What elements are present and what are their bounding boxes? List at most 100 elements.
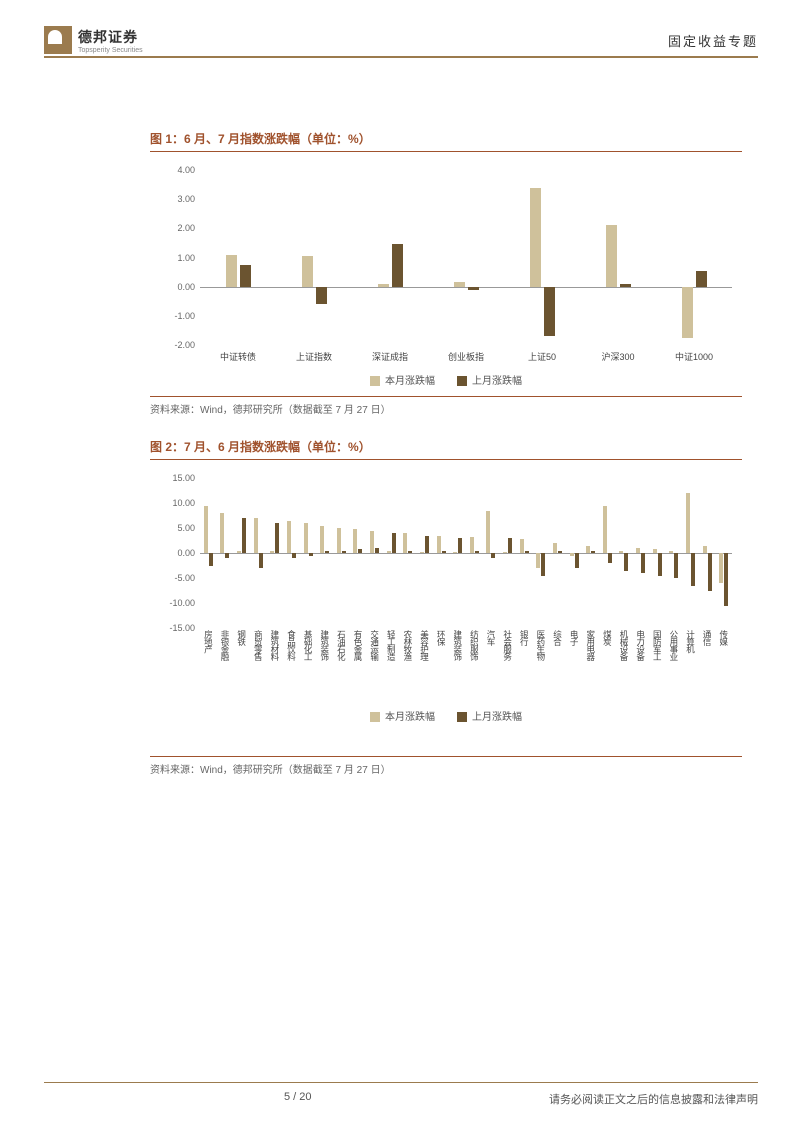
bar [541, 553, 545, 576]
figure-2: 图 2：7 月、6 月指数涨跌幅（单位：%） -15.00 -10.00 -5.00… [150, 438, 742, 776]
bar [225, 553, 229, 558]
bar [242, 518, 246, 553]
xlabel: 商贸零售 [250, 630, 267, 700]
bar [309, 553, 313, 556]
legend-item-2: 上月涨跌幅 [457, 708, 522, 723]
xlabel: 上证指数 [276, 350, 352, 363]
bar [226, 255, 237, 287]
bar [316, 287, 327, 305]
content: 图 1：6 月、7 月指数涨跌幅（单位：%） -2.00 -1.00 0.00 1.0… [150, 130, 742, 776]
bar [337, 528, 341, 553]
xlabel: 公用事业 [666, 630, 683, 700]
ytick-label: 2.00 [155, 223, 195, 233]
xlabel: 上证50 [504, 350, 580, 363]
ytick-label: -2.00 [155, 340, 195, 350]
bar [204, 506, 208, 554]
bar [682, 287, 693, 338]
bar [719, 553, 723, 583]
spacer [150, 416, 742, 438]
chart-2-legend: 本月涨跌幅 上月涨跌幅 [150, 708, 742, 723]
xlabel: 中证1000 [656, 350, 732, 363]
legend-label: 上月涨跌幅 [472, 376, 522, 387]
bar [703, 546, 707, 554]
bar [325, 551, 329, 554]
ytick-label: 0.00 [155, 282, 195, 292]
bar [292, 553, 296, 558]
xlabel: 石油石化 [333, 630, 350, 700]
bar [378, 284, 389, 287]
disclaimer: 请务必阅读正文之后的信息披露和法律声明 [549, 1091, 758, 1107]
bar [370, 531, 374, 554]
bar [468, 287, 479, 290]
legend-label: 上月涨跌幅 [472, 712, 522, 723]
baseline [200, 287, 732, 288]
bar [353, 529, 357, 553]
xlabel: 国防军工 [649, 630, 666, 700]
bar [304, 523, 308, 553]
bar [619, 551, 623, 554]
bar [691, 553, 695, 586]
page-footer: 5 / 20 请务必阅读正文之后的信息披露和法律声明 [44, 1082, 758, 1107]
bar [620, 284, 631, 287]
baseline [200, 553, 732, 554]
bar [240, 265, 251, 287]
bar [437, 536, 441, 554]
figure-2-title: 图 2：7 月、6 月指数涨跌幅（单位：%） [150, 438, 742, 460]
bar [358, 549, 362, 553]
xlabel: 电力设备 [632, 630, 649, 700]
ytick-label: -5.00 [155, 573, 195, 583]
ytick-label: -15.00 [155, 623, 195, 633]
bar [570, 553, 574, 556]
bar [392, 244, 403, 286]
bar [342, 551, 346, 554]
xlabel: 汽车 [483, 630, 500, 700]
swatch-icon [457, 376, 467, 386]
bar [503, 552, 507, 553]
page-number: 5 / 20 [284, 1091, 312, 1107]
bar [724, 553, 728, 606]
bar [606, 225, 617, 286]
swatch-icon [457, 712, 467, 722]
bar [653, 549, 657, 553]
xlabel: 电子 [566, 630, 583, 700]
ytick-label: 15.00 [155, 473, 195, 483]
bar [275, 523, 279, 553]
bar [442, 551, 446, 554]
ytick-label: -10.00 [155, 598, 195, 608]
xlabel: 传媒 [715, 630, 732, 700]
bar [220, 513, 224, 553]
bar [696, 271, 707, 287]
bar [586, 546, 590, 554]
chart-1: -2.00-1.000.001.002.003.004.00 中证转债上证指数深… [150, 160, 742, 390]
bar [259, 553, 263, 568]
xlabel: 建筑装饰 [316, 630, 333, 700]
bar [453, 552, 457, 554]
ytick-label: 1.00 [155, 253, 195, 263]
bar [237, 551, 241, 554]
xlabel: 通信 [699, 630, 716, 700]
figure-2-source: 资料来源：Wind，德邦研究所（数据截至 7 月 27 日） [150, 756, 742, 776]
bar [686, 493, 690, 553]
page-header: 德邦证券 Topsperity Securities 固定收益专题 [0, 0, 802, 62]
ytick-label: 4.00 [155, 165, 195, 175]
xlabel: 计算机 [682, 630, 699, 700]
header-rule [44, 56, 758, 58]
bar [475, 551, 479, 554]
xlabel: 深证成指 [352, 350, 428, 363]
logo-icon [44, 26, 72, 54]
xlabel: 轻工制造 [383, 630, 400, 700]
bar [575, 553, 579, 568]
xlabel: 建筑材料 [267, 630, 284, 700]
legend-item-2: 上月涨跌幅 [457, 372, 522, 387]
bar [536, 553, 540, 568]
xlabel: 交通运输 [366, 630, 383, 700]
bar [458, 538, 462, 553]
figure-1-title: 图 1：6 月、7 月指数涨跌幅（单位：%） [150, 130, 742, 152]
bar [270, 551, 274, 554]
bar [470, 537, 474, 553]
chart-1-legend: 本月涨跌幅 上月涨跌幅 [150, 372, 742, 387]
bar [508, 538, 512, 553]
ytick-label: -1.00 [155, 311, 195, 321]
xlabel: 房地产 [200, 630, 217, 700]
xlabel: 煤炭 [599, 630, 616, 700]
